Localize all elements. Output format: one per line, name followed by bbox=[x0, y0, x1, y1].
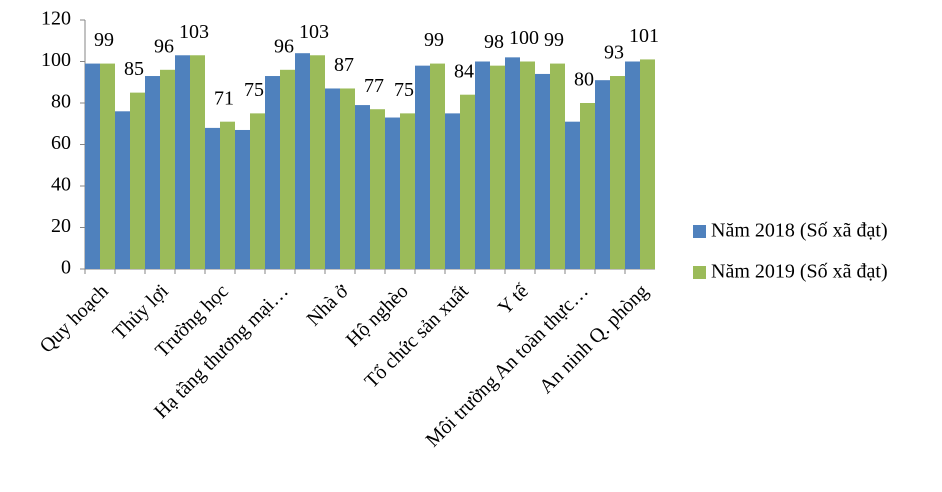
bar bbox=[85, 63, 100, 270]
x-tick-label: Quy hoạch bbox=[36, 280, 113, 357]
data-label: 87 bbox=[334, 54, 354, 76]
data-label: 98 bbox=[484, 31, 504, 53]
bar bbox=[370, 109, 385, 269]
bar bbox=[355, 105, 370, 269]
x-tick-label: Y tế bbox=[494, 279, 534, 319]
data-label: 80 bbox=[574, 69, 594, 91]
bar bbox=[460, 94, 475, 269]
bar bbox=[490, 65, 505, 270]
bar bbox=[595, 80, 610, 269]
bar bbox=[325, 88, 340, 269]
bar bbox=[565, 121, 580, 269]
bar bbox=[130, 92, 145, 269]
legend-swatch bbox=[693, 225, 706, 238]
data-label: 85 bbox=[124, 58, 144, 80]
data-label: 75 bbox=[394, 79, 414, 101]
bar bbox=[280, 69, 295, 269]
data-label: 93 bbox=[604, 42, 624, 64]
bar bbox=[265, 76, 280, 270]
data-label: 100 bbox=[509, 27, 539, 49]
data-label: 77 bbox=[364, 75, 384, 97]
bar bbox=[580, 103, 595, 269]
data-label: 84 bbox=[454, 60, 474, 82]
bar bbox=[640, 59, 655, 269]
data-label: 96 bbox=[154, 35, 174, 57]
bar bbox=[145, 76, 160, 270]
bar bbox=[160, 69, 175, 269]
bar bbox=[220, 121, 235, 269]
bar bbox=[400, 113, 415, 269]
bar bbox=[385, 117, 400, 270]
bar bbox=[250, 113, 265, 269]
legend-label: Năm 2018 (Số xã đạt) bbox=[711, 220, 888, 242]
data-label: 96 bbox=[274, 35, 294, 57]
bar bbox=[115, 111, 130, 269]
data-label: 101 bbox=[629, 25, 659, 47]
data-label: 99 bbox=[424, 29, 444, 51]
legend-swatch bbox=[693, 266, 706, 279]
data-label: 103 bbox=[179, 21, 209, 43]
bar bbox=[505, 57, 520, 269]
bar bbox=[430, 63, 445, 270]
y-tick-label: 80 bbox=[51, 91, 71, 113]
bar bbox=[610, 76, 625, 270]
bar bbox=[310, 55, 325, 270]
bar bbox=[100, 63, 115, 270]
bar bbox=[175, 55, 190, 270]
bar bbox=[295, 53, 310, 270]
data-label: 103 bbox=[299, 21, 329, 43]
bar bbox=[340, 88, 355, 269]
legend-label: Năm 2019 (Số xã đạt) bbox=[711, 261, 888, 283]
bar bbox=[625, 61, 640, 269]
bar bbox=[415, 65, 430, 270]
y-tick-label: 20 bbox=[51, 215, 71, 237]
x-tick-label: Tổ chức sản xuất bbox=[360, 280, 473, 393]
y-tick-label: 0 bbox=[61, 257, 71, 279]
data-label: 99 bbox=[94, 29, 114, 51]
bar bbox=[475, 61, 490, 269]
x-tick-label: An ninh Q. phòng bbox=[535, 280, 653, 398]
bar bbox=[550, 63, 565, 270]
y-tick-label: 60 bbox=[51, 132, 71, 154]
bar bbox=[520, 61, 535, 269]
x-tick-label: Nhà ở bbox=[303, 280, 353, 330]
bar bbox=[445, 113, 460, 269]
data-label: 71 bbox=[214, 87, 234, 109]
y-tick-label: 40 bbox=[51, 174, 71, 196]
data-label: 75 bbox=[244, 79, 264, 101]
y-tick-label: 100 bbox=[41, 49, 71, 71]
y-tick-label: 120 bbox=[41, 8, 71, 30]
bar bbox=[190, 55, 205, 270]
bar bbox=[205, 127, 220, 270]
bar bbox=[535, 73, 550, 269]
data-label: 99 bbox=[544, 29, 564, 51]
bar bbox=[235, 129, 250, 269]
